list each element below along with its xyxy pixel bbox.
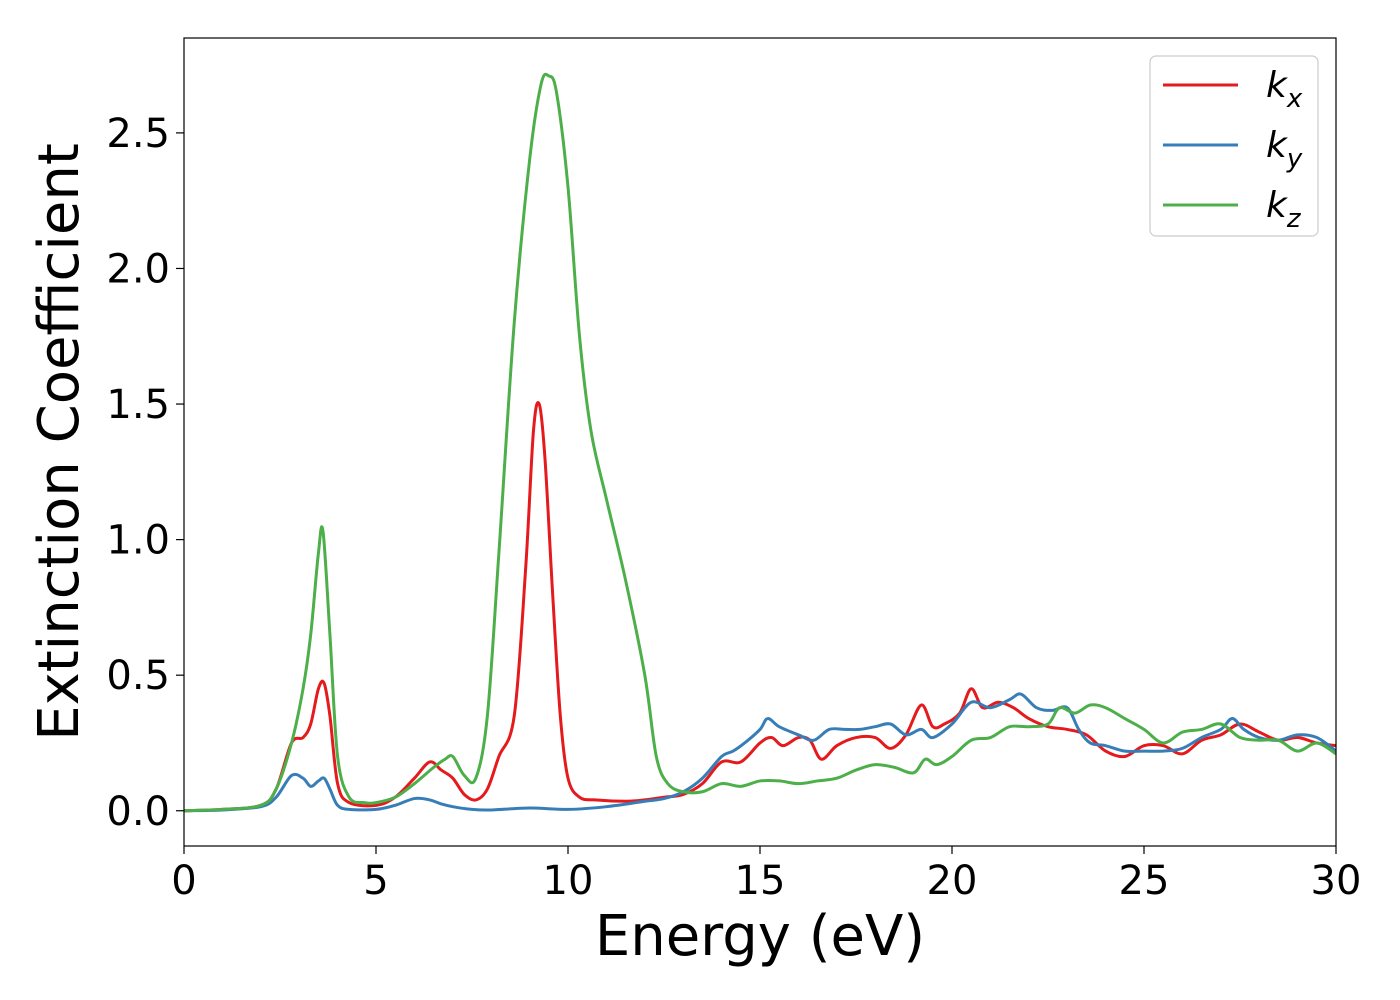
- y-tick-label: 0.5: [106, 653, 170, 699]
- y-tick-label: 2.0: [106, 246, 170, 292]
- y-tick-label: 1.0: [106, 518, 170, 564]
- y-tick-label: 1.5: [106, 382, 170, 428]
- legend-label-kx: kx: [1266, 65, 1303, 114]
- x-axis: 0 5 10 15 20 25 30: [171, 846, 1361, 904]
- y-tick-label: 2.5: [106, 111, 170, 157]
- y-axis: 0.0 0.5 1.0 1.5 2.0 2.5: [106, 111, 184, 835]
- x-tick-label: 5: [363, 858, 388, 904]
- x-tick-label: 20: [927, 858, 978, 904]
- legend-label-kz: kz: [1266, 185, 1302, 234]
- x-tick-label: 10: [543, 858, 594, 904]
- x-tick-label: 15: [735, 858, 786, 904]
- y-axis-title: Extinction Coefficient: [27, 143, 92, 741]
- series-layer: [184, 72, 1336, 813]
- x-axis-title: Energy (eV): [595, 904, 925, 969]
- series-line-kz: [184, 72, 1336, 813]
- series-line-kx: [184, 401, 1336, 813]
- legend-label-ky: ky: [1266, 125, 1303, 174]
- series-line-ky: [184, 692, 1336, 813]
- x-tick-label: 0: [171, 858, 196, 904]
- x-tick-label: 30: [1311, 858, 1362, 904]
- y-tick-label: 0.0: [106, 789, 170, 835]
- x-tick-label: 25: [1119, 858, 1170, 904]
- legend: kx ky kz: [1149, 55, 1319, 237]
